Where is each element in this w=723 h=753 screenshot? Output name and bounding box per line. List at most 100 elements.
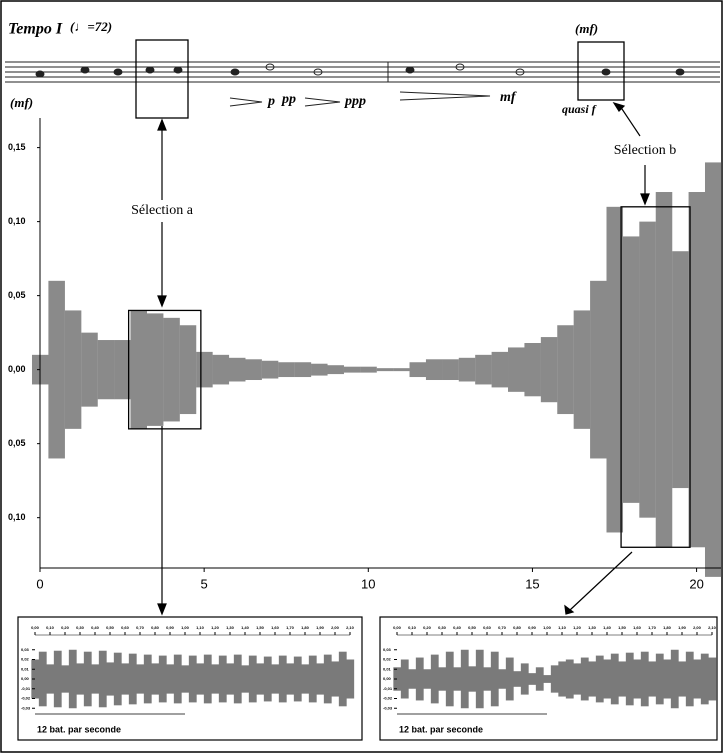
envelope [376, 368, 394, 372]
x-tick-label: 0,90 [528, 625, 537, 630]
envelope [293, 656, 302, 702]
y-tick-label: 0,05 [8, 438, 26, 448]
envelope [327, 365, 344, 375]
envelope [625, 652, 634, 706]
envelope [68, 649, 77, 709]
envelope [301, 664, 310, 694]
envelope [166, 664, 175, 694]
selection-box [620, 206, 691, 548]
y-tick-label: -0,02 [383, 696, 393, 701]
envelope [136, 664, 145, 694]
y-tick-label: 0,03 [21, 647, 30, 652]
envelope [557, 325, 574, 415]
envelope [226, 663, 235, 695]
selection-label: Sélection a [131, 203, 194, 218]
envelope [106, 662, 115, 696]
envelope [393, 368, 410, 372]
x-tick-label: 1,80 [301, 625, 310, 630]
envelope [143, 654, 152, 704]
x-tick-label: 1,70 [648, 625, 657, 630]
envelope [458, 357, 476, 382]
y-tick-label: -0,03 [383, 705, 393, 710]
envelope [639, 221, 656, 518]
x-tick-label: 1,70 [286, 625, 295, 630]
y-tick-label: -0,01 [21, 686, 31, 691]
envelope [610, 653, 619, 705]
envelope [271, 664, 280, 694]
x-tick-label: 0,80 [151, 625, 160, 630]
x-tick-label: 2,00 [693, 625, 702, 630]
envelope [245, 359, 262, 381]
envelope [294, 362, 312, 378]
envelope [53, 650, 62, 708]
envelope [648, 661, 657, 697]
y-tick-label: 0,01 [21, 666, 30, 671]
dynamic: mf [500, 90, 517, 105]
envelope [655, 192, 673, 548]
dynamic: p [267, 94, 275, 109]
envelope [181, 665, 190, 693]
envelope [475, 649, 484, 709]
envelope [445, 651, 454, 707]
envelope [442, 359, 459, 381]
envelope [618, 661, 627, 697]
envelope [311, 363, 328, 376]
inset-label: 12 bat. par seconde [399, 724, 483, 734]
envelope [490, 651, 499, 707]
x-tick-label: 1,00 [543, 625, 552, 630]
envelope [316, 663, 325, 695]
envelope [423, 669, 432, 689]
y-tick-label: 0,10 [8, 216, 26, 226]
envelope [261, 360, 279, 379]
envelope [588, 661, 597, 697]
selection-label: Sélection b [614, 143, 677, 158]
envelope [121, 663, 130, 695]
envelope [678, 661, 687, 697]
dynamic: pp [281, 92, 296, 107]
envelope [343, 366, 361, 373]
envelope [513, 671, 522, 687]
envelope [31, 659, 40, 699]
x-tick-label: 1,20 [573, 625, 582, 630]
envelope [704, 162, 722, 577]
x-tick-label: 0,10 [408, 625, 417, 630]
y-tick-label: 0,02 [383, 657, 392, 662]
envelope [278, 362, 295, 378]
envelope [130, 310, 147, 429]
envelope [151, 663, 160, 695]
dynamic: quasi f [562, 102, 597, 116]
envelope [409, 362, 427, 378]
x-tick-label: 15 [525, 576, 539, 591]
x-tick-label: 0,00 [31, 625, 40, 630]
x-tick-label: 0,10 [46, 625, 55, 630]
envelope [528, 673, 537, 685]
envelope [606, 206, 624, 533]
envelope [64, 310, 82, 429]
x-tick-label: 1,20 [211, 625, 220, 630]
envelope [233, 654, 242, 704]
x-tick-label: 5 [201, 576, 208, 591]
envelope [81, 332, 98, 407]
envelope [508, 347, 525, 392]
envelope [393, 667, 402, 691]
envelope [408, 669, 417, 689]
x-tick-label: 0,70 [498, 625, 507, 630]
x-tick-label: 2,10 [346, 625, 355, 630]
envelope [91, 664, 100, 694]
envelope [256, 663, 265, 695]
x-tick-label: 0,40 [91, 625, 100, 630]
envelope [179, 325, 197, 415]
x-tick-label: 0,00 [393, 625, 402, 630]
envelope [286, 663, 295, 695]
envelope [97, 340, 115, 400]
envelope [491, 351, 509, 388]
y-tick-label: -0,01 [383, 686, 393, 691]
envelope [573, 310, 591, 429]
x-tick-label: 1,40 [603, 625, 612, 630]
x-tick-label: 1,30 [588, 625, 597, 630]
envelope [693, 659, 702, 699]
envelope [438, 667, 447, 691]
envelope [663, 659, 672, 699]
x-tick-label: 1,90 [678, 625, 687, 630]
envelope [685, 651, 694, 707]
